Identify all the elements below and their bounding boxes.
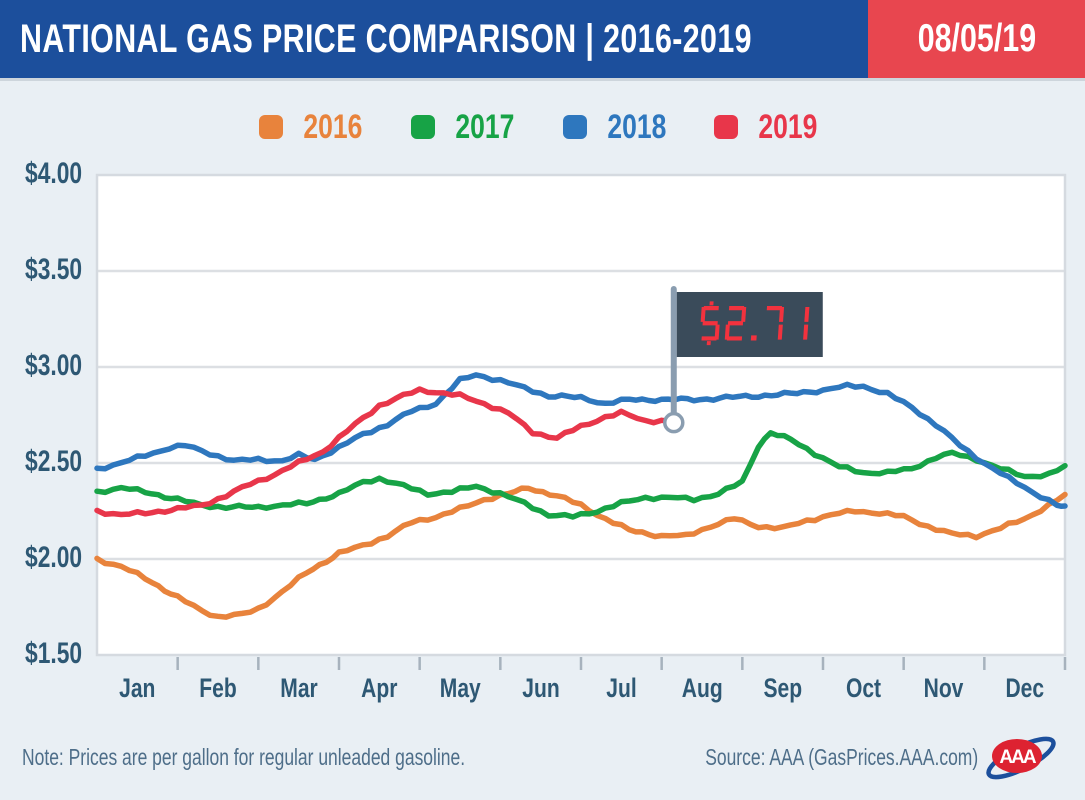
seg (727, 321, 744, 326)
aaa-logo: AAA (986, 736, 1056, 780)
x-axis-label-Mar: Mar (279, 673, 318, 703)
seg (803, 324, 809, 340)
seg (777, 324, 783, 340)
report-date-text: 08/05/19 (917, 17, 1036, 60)
report-date-badge: 08/05/19 (868, 0, 1085, 78)
legend-swatch-2016 (259, 115, 284, 139)
seg (766, 306, 783, 311)
seg (702, 321, 718, 326)
seg (804, 306, 810, 322)
x-axis-label-Dec: Dec (1005, 673, 1044, 703)
x-axis-label-Sep: Sep (763, 673, 802, 703)
y-axis-label-2.5: $2.50 (24, 445, 82, 478)
seg (706, 341, 711, 346)
x-axis-label-May: May (439, 673, 481, 703)
flag-panel (676, 292, 823, 357)
legend-item-2016: 2016 (259, 110, 371, 144)
seg (701, 336, 717, 341)
seg (709, 301, 714, 306)
legend-label-2017: 2017 (455, 108, 515, 146)
line-2019 (94, 386, 677, 518)
legend-item-2019: 2019 (714, 110, 826, 144)
legend-swatch-2017 (410, 115, 435, 139)
source-text-label: Source: AAA (GasPrices.AAA.com) (705, 744, 978, 770)
x-axis-label-Jul: Jul (606, 673, 637, 703)
page-title-text: NATIONAL GAS PRICE COMPARISON | 2016-201… (20, 16, 752, 61)
y-axis-label-1.5: $1.50 (24, 637, 82, 670)
seg (724, 324, 730, 340)
page-title: NATIONAL GAS PRICE COMPARISON | 2016-201… (20, 0, 983, 78)
legend-label-2016: 2016 (303, 108, 363, 146)
line-2016 (94, 485, 1068, 620)
line-2017 (94, 430, 1068, 520)
y-axis-label-2: $2.00 (24, 541, 82, 574)
plot-area (97, 175, 1065, 655)
seg (726, 336, 743, 341)
y-axis-label-4: $4.00 (24, 157, 82, 190)
plot-border (95, 173, 1067, 657)
seg (700, 306, 706, 322)
seg (750, 335, 757, 341)
legend-label-2018: 2018 (606, 108, 666, 146)
chart-legend: 2016 2017 2018 2019 (0, 110, 1085, 144)
x-axis-label-Jun: Jun (521, 673, 560, 703)
y-axis-label-3.5: $3.50 (24, 253, 82, 286)
legend-item-2018: 2018 (562, 108, 675, 146)
line-end-marker-2019 (663, 411, 685, 434)
footnote: Note: Prices are per gallon for regular … (22, 744, 605, 771)
header-bar: NATIONAL GAS PRICE COMPARISON | 2016-201… (0, 0, 1085, 81)
seg (778, 306, 785, 322)
legend-label-2019: 2019 (758, 108, 818, 146)
x-axis-label-Nov: Nov (924, 673, 964, 703)
seg (703, 306, 719, 311)
seg (714, 324, 720, 340)
line-2018 (94, 372, 1068, 509)
seg (728, 306, 745, 311)
x-axis-label-Apr: Apr (361, 673, 398, 703)
x-axis-label-Oct: Oct (845, 673, 881, 703)
aaa-logo-oval (992, 739, 1042, 773)
y-axis-label-3: $3.00 (24, 349, 82, 382)
legend-item-2017: 2017 (410, 108, 523, 146)
x-axis-label-Feb: Feb (199, 673, 237, 703)
flag-price-display (700, 301, 810, 346)
seg (741, 306, 747, 322)
x-axis-label-Aug: Aug (681, 673, 723, 703)
source-text: Source: AAA (GasPrices.AAA.com) (619, 744, 978, 771)
aaa-logo-text: AAA (999, 747, 1036, 768)
legend-swatch-2019 (714, 115, 739, 139)
legend-swatch-2018 (562, 115, 587, 139)
x-axis-label-Jan: Jan (119, 673, 156, 703)
price-flag (663, 286, 823, 434)
footnote-text: Note: Prices are per gallon for regular … (22, 744, 466, 770)
